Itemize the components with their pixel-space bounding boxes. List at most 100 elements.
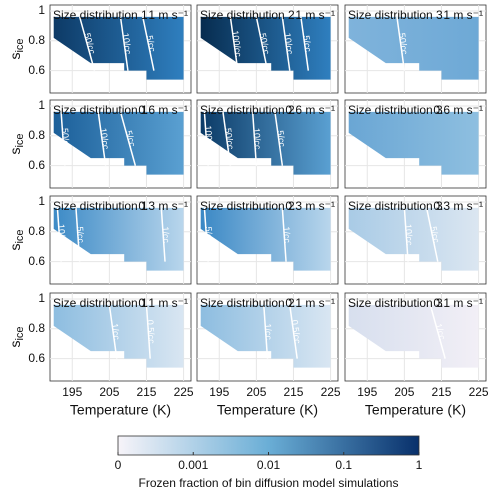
x-tick-label: 205 <box>99 385 119 399</box>
contour-line <box>300 16 310 71</box>
field <box>200 111 331 175</box>
x-tick-label: 205 <box>246 385 266 399</box>
y-tick-label: 0.6 <box>28 351 45 365</box>
contour-line <box>203 111 209 166</box>
y-tick-label: 0.6 <box>28 63 45 77</box>
contour-label: 5/cc <box>144 35 157 54</box>
contour-line <box>56 207 62 262</box>
y-tick-label: 0.8 <box>28 321 45 335</box>
contour-label: 1/cc <box>110 323 122 341</box>
panel-speed: 0.1 m s⁻¹ <box>285 296 335 310</box>
field <box>53 111 184 175</box>
panel-speed: 0.6 m s⁻¹ <box>285 103 335 117</box>
contour-label: 0.5/cc <box>289 319 302 345</box>
y-tick-label: 0.8 <box>28 224 45 238</box>
panel-speed: 0.1 m s⁻¹ <box>433 296 483 310</box>
x-tick-label: 205 <box>394 385 414 399</box>
y-axis-label: sice <box>7 326 26 347</box>
contour-line <box>222 111 232 166</box>
colorbar-label: Frozen fraction of bin diffusion model s… <box>139 476 399 490</box>
contour-label: 5/cc <box>124 129 138 148</box>
contour-label: 50/cc <box>60 128 71 151</box>
contour-label: 10/cc <box>251 128 262 151</box>
contour-line <box>251 111 258 166</box>
field <box>348 16 479 80</box>
panel-speed: 0.3 m s⁻¹ <box>285 199 335 213</box>
contour-line <box>229 16 239 71</box>
contour-line <box>396 16 406 71</box>
contour-line <box>119 111 137 166</box>
x-axis-label: Temperature (K) <box>217 402 318 418</box>
panel-title: Size distribution 3 <box>348 8 443 22</box>
panel-speed: 0.6 m s⁻¹ <box>433 103 483 117</box>
x-tick-label: 225 <box>469 385 489 399</box>
panel-speed: 1 m s⁻¹ <box>443 8 483 22</box>
contour-label: 100/cc <box>230 30 244 58</box>
y-axis-label-main: s <box>7 53 23 60</box>
x-axis-label: Temperature (K) <box>365 402 466 418</box>
contour-line <box>281 207 287 262</box>
contour-label: 1/cc <box>433 322 447 341</box>
colorbar-tick-label: 1 <box>416 458 423 472</box>
panel-title: Size distribution 2 <box>200 103 295 117</box>
x-tick-label: 215 <box>431 385 451 399</box>
x-tick-label: 225 <box>174 385 194 399</box>
panel-title: Size distribution 1 <box>53 8 148 22</box>
panel-title: Size distribution 1 <box>53 103 148 117</box>
y-tick-label: 1 <box>38 194 45 208</box>
contour-line <box>203 207 209 262</box>
panel-title: Size distribution 2 <box>200 199 295 213</box>
contour-line <box>403 207 409 262</box>
y-axis-label: sice <box>7 133 26 154</box>
field <box>53 207 184 271</box>
contour-line <box>97 111 107 166</box>
x-tick-label: 195 <box>62 385 82 399</box>
y-axis-label-sub: ice <box>14 38 26 52</box>
contour-line <box>75 207 81 262</box>
y-tick-label: 1 <box>38 98 45 112</box>
y-tick-label: 1 <box>38 3 45 17</box>
contour-label: 5/cc <box>301 35 313 53</box>
contour-line <box>108 304 118 359</box>
field <box>200 207 331 271</box>
y-axis-label-main: s <box>7 148 23 155</box>
contour-line <box>281 16 291 71</box>
y-axis-label-sub: ice <box>14 326 26 340</box>
contour-line <box>255 16 269 71</box>
panel-speed: 0.1 m s⁻¹ <box>138 296 188 310</box>
contour-line <box>274 111 284 166</box>
y-tick-label: 1 <box>38 291 45 305</box>
field <box>348 111 479 175</box>
y-tick-label: 0.8 <box>28 33 45 47</box>
field <box>53 16 184 80</box>
contour-label: 100/cc <box>203 125 215 153</box>
contour-label: 0.5/cc <box>145 319 157 344</box>
x-tick-label: 195 <box>209 385 229 399</box>
field <box>53 304 184 368</box>
contour-label: 5/cc <box>275 130 287 148</box>
x-axis-label: Temperature (K) <box>70 402 171 418</box>
y-axis-label-sub: ice <box>14 229 26 243</box>
contour-label: 50/cc <box>257 32 271 56</box>
panel-title: Size distribution 2 <box>200 296 295 310</box>
contour-label: 10/cc <box>282 32 295 55</box>
panel-title: Size distribution 1 <box>53 296 148 310</box>
colorbar-tick-label: 0.01 <box>257 458 281 472</box>
contour-line <box>429 304 446 359</box>
contour-label: 5/cc <box>203 226 214 244</box>
y-tick-label: 0.6 <box>28 158 45 172</box>
y-axis-label: sice <box>7 229 26 250</box>
x-tick-label: 225 <box>321 385 341 399</box>
contour-label: 50/cc <box>397 32 410 55</box>
contour-line <box>160 207 166 262</box>
contour-line <box>78 16 96 71</box>
contour-label: 10/cc <box>403 224 414 247</box>
panel-title: Size distribution 3 <box>348 296 443 310</box>
contour-line <box>142 16 155 71</box>
y-tick-label: 0.6 <box>28 254 45 268</box>
contour-line <box>60 111 66 166</box>
contour-label: 10/cc <box>120 32 133 55</box>
contour-label: 5/cc <box>428 226 441 245</box>
y-axis-label: sice <box>7 38 26 59</box>
